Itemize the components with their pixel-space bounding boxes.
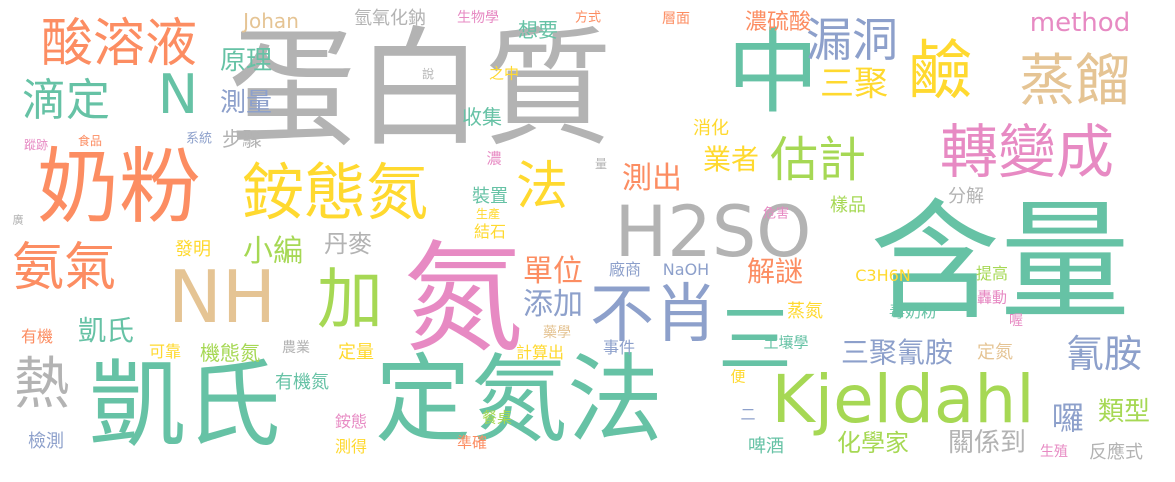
word: 廠商: [608, 260, 642, 279]
word: 層面: [662, 11, 690, 27]
word: 便: [730, 367, 746, 386]
word: 生物學: [457, 10, 499, 26]
word: 估計: [769, 132, 867, 188]
word: 三聚氰胺: [840, 336, 954, 369]
word: 定氮: [977, 342, 1013, 363]
word: 想要: [518, 18, 558, 42]
word: 定氮法: [375, 344, 663, 456]
word: NaOH: [662, 260, 710, 279]
word: 不肖: [590, 278, 718, 352]
word: 定量: [338, 342, 374, 363]
word: 轉變成: [939, 118, 1115, 186]
word: 藥學: [543, 325, 571, 341]
word: 添加: [523, 287, 583, 322]
word: 氫氧化鈉: [354, 8, 426, 29]
word: 氨氣: [11, 238, 117, 298]
word: 蛋白質: [227, 15, 613, 164]
word: 漏洞: [806, 13, 898, 67]
word: Johan: [243, 9, 299, 33]
word: 凱氏: [89, 349, 281, 461]
word: 蹤跡: [23, 138, 49, 152]
word: 銨態: [334, 412, 368, 431]
word: 有機氮: [275, 372, 329, 393]
word: 解謎: [746, 255, 804, 288]
word: 步驟: [222, 127, 262, 151]
word: 酸溶液: [40, 14, 198, 74]
word: 方式: [574, 10, 602, 26]
word: 關係到: [947, 428, 1027, 458]
word: 食品: [77, 134, 103, 148]
word: 檢測: [28, 431, 64, 452]
word: 加: [317, 261, 383, 338]
word: 小編: [243, 234, 303, 269]
word: 計算出: [515, 343, 565, 362]
word: 反應式: [1089, 442, 1143, 463]
word: 提高: [975, 264, 1009, 283]
word: 滴定: [22, 75, 110, 126]
word: 啤酒: [748, 436, 784, 457]
word: 土壤學: [763, 333, 809, 352]
word: 測量: [219, 88, 273, 118]
word: 發明: [175, 239, 211, 260]
word: 三聚: [820, 64, 888, 104]
word: 餐桌: [481, 408, 513, 427]
word: 中: [726, 19, 820, 126]
word: 二: [740, 405, 756, 424]
word: 業者: [702, 143, 760, 176]
word: 蒸餾: [1019, 49, 1131, 114]
word: 法: [515, 157, 569, 217]
word: 結石: [473, 222, 507, 241]
word: 三: [718, 297, 792, 383]
word: 分解: [948, 186, 984, 207]
word: 廣: [12, 213, 24, 227]
word: 奶粉: [36, 140, 202, 235]
word: 化學家: [837, 429, 909, 457]
word: 原理: [219, 46, 273, 76]
word: 蒸氮: [787, 301, 823, 322]
word: 樣品: [830, 195, 866, 216]
word: NH: [168, 255, 276, 339]
word: 轟動: [976, 288, 1008, 307]
word: 氰胺: [1065, 332, 1143, 376]
word: C3H6N: [855, 266, 911, 285]
word: 系統: [185, 131, 213, 147]
word: 丹麥: [324, 230, 372, 258]
word: 氮: [403, 230, 523, 369]
word: 囉: [1051, 399, 1085, 437]
word: 說: [421, 67, 435, 81]
word: 喔: [1009, 313, 1023, 329]
word: 量: [594, 157, 608, 171]
word: 鹼: [908, 35, 972, 109]
word: N: [157, 63, 199, 126]
word: 機態氮: [200, 341, 260, 365]
word: 熱: [14, 352, 70, 417]
word: H2SO: [614, 191, 812, 273]
word: 生殖: [1040, 444, 1068, 460]
word: 生產: [475, 207, 501, 221]
word: 收集: [462, 105, 502, 129]
word: 農業: [282, 340, 310, 356]
word: 含量: [869, 186, 1131, 338]
word: 消化: [693, 118, 729, 139]
word: 之中: [488, 64, 520, 83]
word: 單位: [523, 254, 583, 289]
word: 事件: [602, 338, 636, 357]
word: 銨態氮: [241, 156, 429, 229]
word: 有機: [20, 327, 54, 346]
word: 可靠: [148, 342, 182, 361]
word: 測得: [334, 437, 368, 456]
word: 濃: [486, 149, 502, 168]
word: 測出: [622, 161, 682, 196]
word: 準確: [456, 433, 488, 452]
word: method: [1029, 8, 1131, 38]
word: 危害: [762, 206, 790, 222]
word: Kjeldahl: [771, 361, 1035, 438]
word: 裝置: [472, 186, 508, 207]
word: 濃硫酸: [744, 10, 812, 35]
word: 毒奶粉: [888, 302, 938, 321]
word: 類型: [1097, 397, 1151, 427]
word: 凱氏: [77, 314, 135, 347]
